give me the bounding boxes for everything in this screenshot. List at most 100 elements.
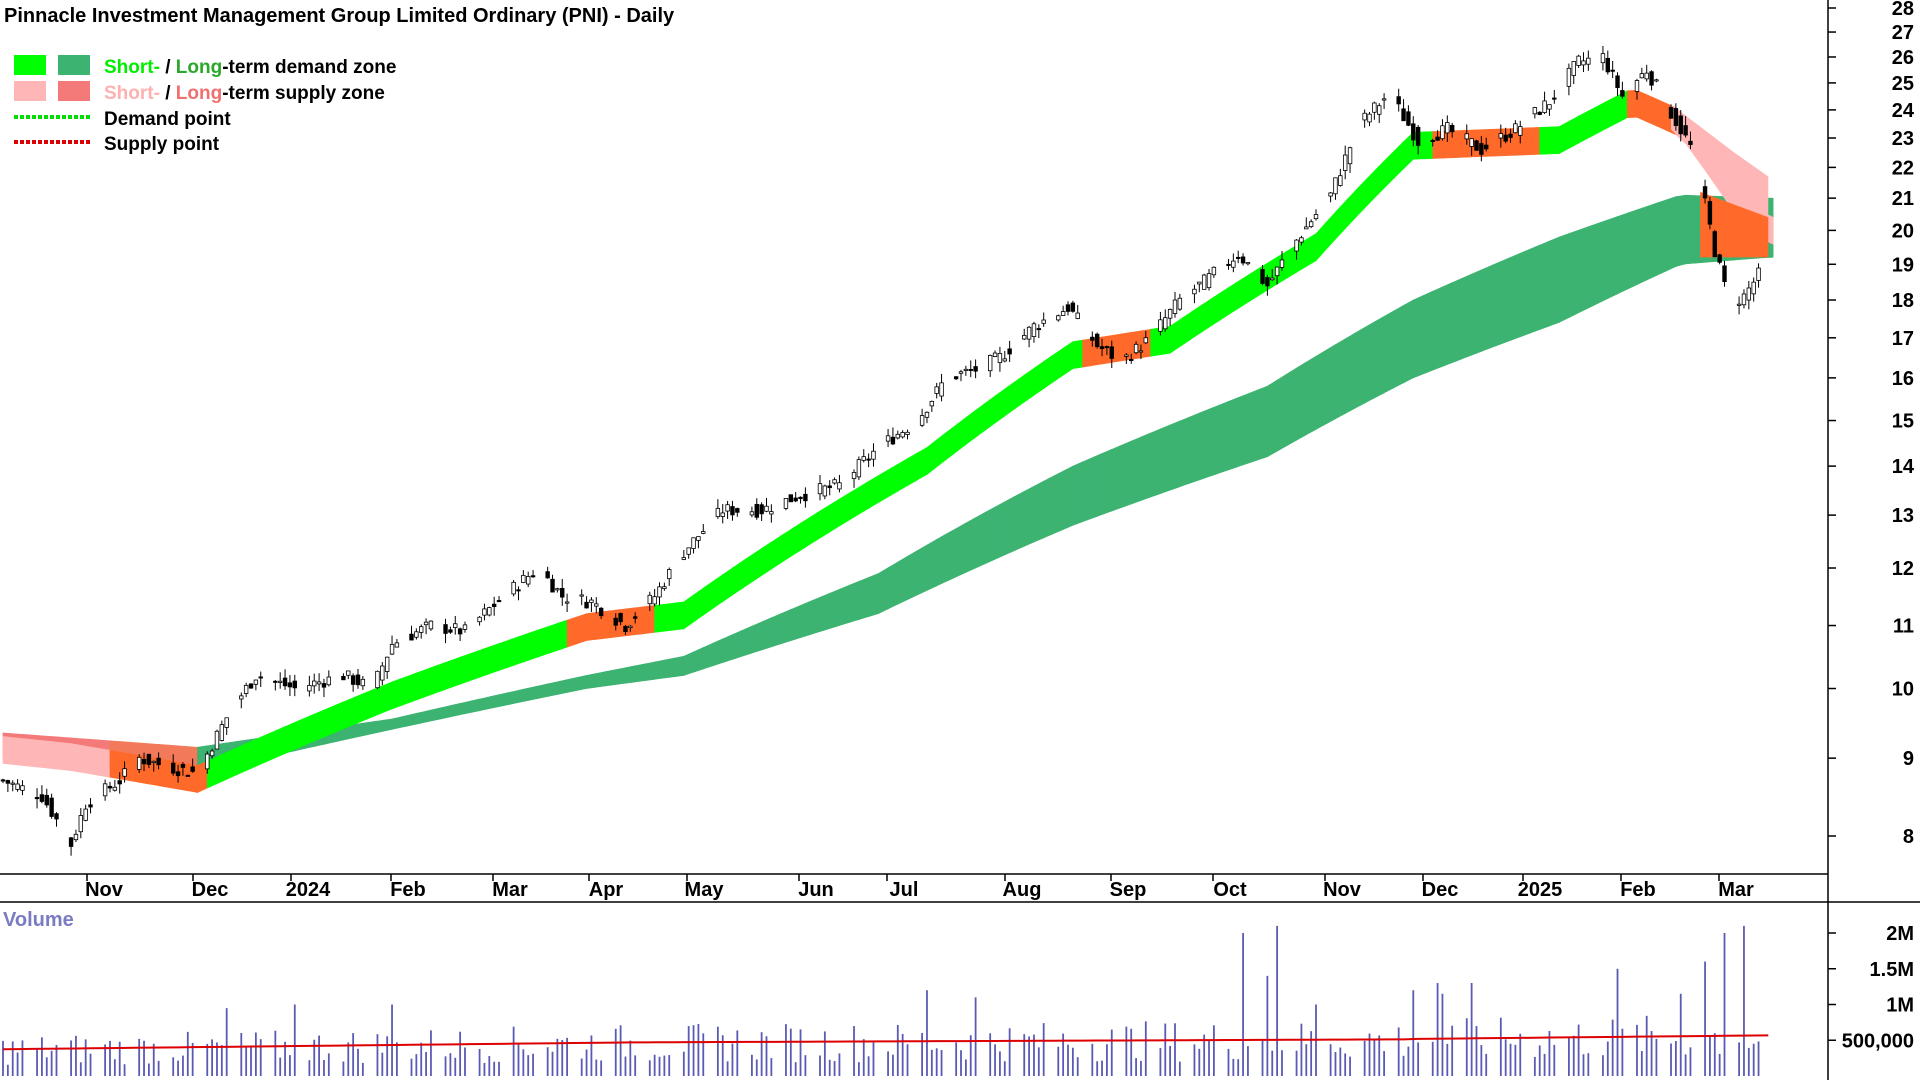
candle-body bbox=[1032, 324, 1036, 337]
long-zone-segment bbox=[1384, 311, 1394, 393]
long-zone-segment bbox=[431, 708, 441, 721]
candle-body bbox=[1300, 238, 1304, 242]
long-zone-segment bbox=[596, 672, 606, 688]
candle-body bbox=[123, 769, 127, 777]
long-zone-segment bbox=[625, 666, 635, 683]
short-zone-segment bbox=[655, 604, 665, 632]
long-zone-segment bbox=[1131, 437, 1141, 504]
date-tick-label: 2025 bbox=[1518, 879, 1563, 901]
long-zone-segment bbox=[645, 662, 655, 681]
short-zone-segment bbox=[411, 671, 421, 702]
candle-body bbox=[385, 657, 389, 671]
long-zone-segment bbox=[810, 597, 820, 634]
long-zone-segment bbox=[1666, 197, 1676, 271]
candle-body bbox=[1470, 139, 1474, 147]
long-zone-segment bbox=[1238, 394, 1248, 467]
candle-body bbox=[1567, 68, 1571, 86]
long-zone-segment bbox=[742, 626, 752, 656]
candle-body bbox=[1747, 288, 1751, 300]
long-zone-segment bbox=[1112, 445, 1122, 511]
candle-body bbox=[667, 569, 671, 578]
long-zone-segment bbox=[946, 528, 956, 581]
candle-body bbox=[1484, 145, 1488, 149]
short-zone-segment bbox=[217, 752, 227, 783]
long-zone-segment bbox=[839, 585, 849, 625]
short-zone-segment bbox=[1530, 127, 1540, 154]
candle-body bbox=[1377, 106, 1381, 115]
short-zone-segment bbox=[1238, 275, 1248, 308]
legend-swatch-long bbox=[58, 55, 90, 75]
candle-body bbox=[1037, 329, 1041, 330]
candle-body bbox=[356, 675, 360, 685]
long-zone-segment bbox=[489, 695, 499, 709]
legend-label-part: Long bbox=[176, 83, 222, 104]
candle-body bbox=[492, 604, 496, 606]
long-zone-segment bbox=[1637, 207, 1647, 285]
long-zone-segment bbox=[1579, 227, 1589, 313]
candle-body bbox=[1071, 303, 1075, 311]
short-zone-segment bbox=[1569, 116, 1579, 148]
legend-label-part: -term supply zone bbox=[222, 83, 385, 104]
candle-body bbox=[930, 401, 934, 406]
candle-body bbox=[1587, 58, 1591, 64]
candle-body bbox=[1363, 113, 1367, 120]
short-zone-segment bbox=[334, 702, 344, 733]
short-zone-segment bbox=[518, 633, 528, 663]
date-tick-label: Mar bbox=[492, 879, 528, 901]
candle-body bbox=[1334, 178, 1338, 194]
long-zone-segment bbox=[1530, 245, 1540, 333]
chart-title: Pinnacle Investment Management Group Lim… bbox=[4, 5, 675, 27]
candle-body bbox=[108, 786, 112, 788]
long-zone-segment bbox=[606, 670, 616, 686]
long-zone-segment bbox=[1627, 210, 1637, 289]
short-zone-segment bbox=[52, 742, 62, 770]
short-zone-segment bbox=[577, 614, 587, 644]
long-zone-segment bbox=[1423, 291, 1433, 374]
long-zone-segment bbox=[1374, 316, 1384, 398]
long-zone-segment bbox=[801, 601, 811, 637]
price-tick-label: 10 bbox=[1892, 679, 1914, 701]
candle-body bbox=[191, 767, 195, 771]
price-tick-label: 9 bbox=[1903, 748, 1914, 770]
candle-body bbox=[1655, 80, 1659, 81]
candle-body bbox=[935, 387, 939, 394]
long-zone-segment bbox=[557, 680, 567, 695]
long-zone-segment bbox=[1141, 433, 1151, 501]
candle-body bbox=[852, 472, 856, 478]
short-zone-segment bbox=[908, 453, 918, 486]
short-zone-segment bbox=[898, 459, 908, 492]
legend-swatch-long bbox=[58, 81, 90, 101]
short-zone-segment bbox=[42, 741, 52, 769]
long-zone-segment bbox=[363, 722, 373, 736]
candle-body bbox=[560, 588, 564, 597]
candle-body bbox=[954, 377, 958, 379]
candle-body bbox=[346, 671, 350, 675]
candle-body bbox=[799, 497, 803, 498]
short-zone-segment bbox=[1608, 96, 1618, 128]
candle-body bbox=[784, 498, 788, 508]
short-zone-segment bbox=[509, 637, 519, 667]
long-zone-segment bbox=[635, 664, 645, 682]
short-zone-segment bbox=[61, 743, 71, 771]
legend-label-part: Demand point bbox=[104, 109, 231, 130]
candle-body bbox=[40, 795, 44, 802]
candle-body bbox=[220, 725, 224, 741]
legend-label: Demand point bbox=[104, 109, 231, 130]
candle-body bbox=[1100, 347, 1104, 349]
candle-body bbox=[1504, 135, 1508, 141]
short-zone-segment bbox=[1423, 132, 1433, 159]
short-zone-segment bbox=[1656, 99, 1666, 130]
candle-body bbox=[1270, 278, 1274, 280]
long-zone-segment bbox=[781, 609, 791, 643]
long-zone-segment bbox=[1073, 462, 1083, 525]
long-zone-segment bbox=[1053, 471, 1063, 534]
candle-body bbox=[283, 678, 287, 686]
long-zone-segment bbox=[1355, 328, 1365, 409]
candle-body bbox=[920, 416, 924, 426]
long-zone-segment bbox=[1608, 217, 1618, 299]
long-zone-segment bbox=[1316, 350, 1326, 429]
candle-body bbox=[1295, 240, 1299, 251]
long-zone-segment bbox=[1540, 241, 1550, 330]
price-tick-label: 19 bbox=[1892, 254, 1914, 276]
candle-body bbox=[1499, 134, 1503, 139]
